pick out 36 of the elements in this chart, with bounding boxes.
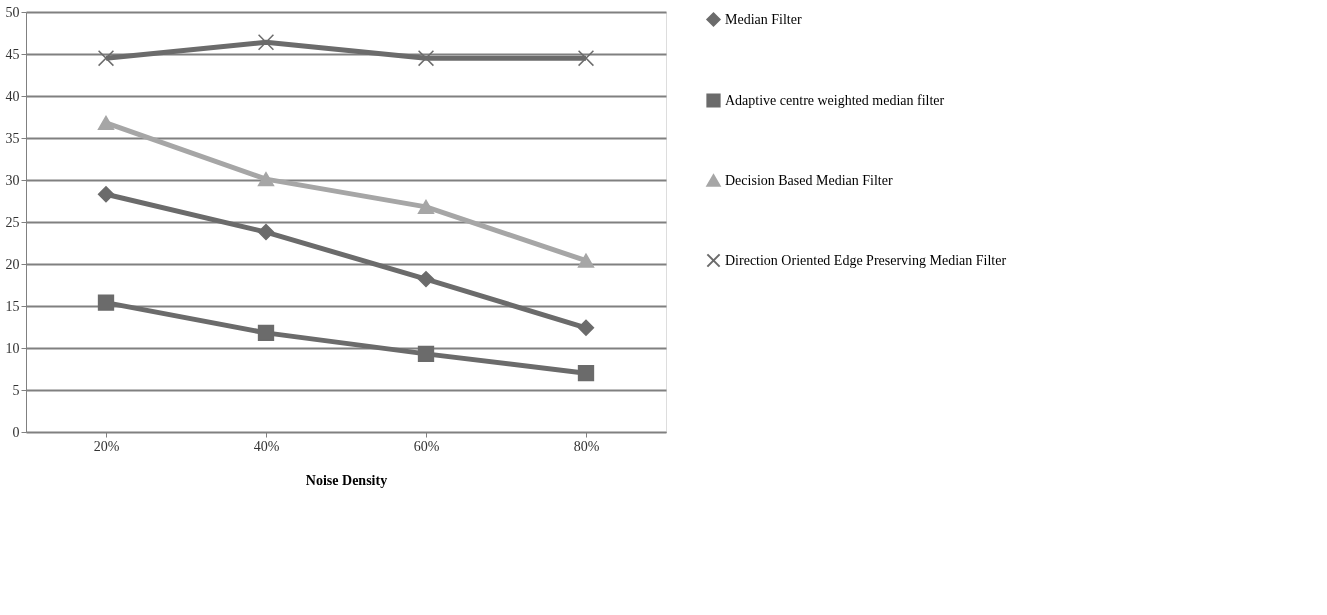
y-tick-label: 10 [5,340,20,356]
legend-label: Direction Oriented Edge Preserving Median Filter [725,252,1007,268]
point [577,50,595,67]
point [417,345,435,363]
point [97,50,115,67]
y-tick-label: 50 [5,4,20,20]
point [97,115,115,131]
point [97,186,115,203]
point [417,270,435,288]
x-tick-label: 80% [573,438,600,454]
y-tick-label: 5 [12,382,20,398]
y-tick-label: 35 [5,130,20,146]
point [257,324,275,342]
y-tick-label: 0 [12,424,20,440]
point [417,50,435,67]
point [577,253,595,268]
y-tick-label: 15 [5,298,20,314]
y-tick-label: 20 [5,256,20,272]
point [577,319,595,337]
legend-label: Adaptive centre weighted median filter [725,92,945,108]
legend-label: Median Filter [725,11,802,27]
x-tick-label: 60% [413,438,440,454]
y-tick-label: 30 [5,172,20,188]
point [577,365,595,382]
point [257,171,275,187]
x-axis-title: Noise Density [305,472,388,488]
x-tick-label: 40% [253,438,280,454]
legend-label: Decision Based Median Filter [725,172,893,188]
y-tick-label: 25 [5,214,20,230]
y-tick-label: 40 [5,88,20,104]
x-tick-label: 20% [93,438,120,454]
y-tick-label: 45 [5,46,20,62]
point [257,223,275,241]
point [417,199,435,215]
point [97,294,115,311]
point [257,34,275,51]
